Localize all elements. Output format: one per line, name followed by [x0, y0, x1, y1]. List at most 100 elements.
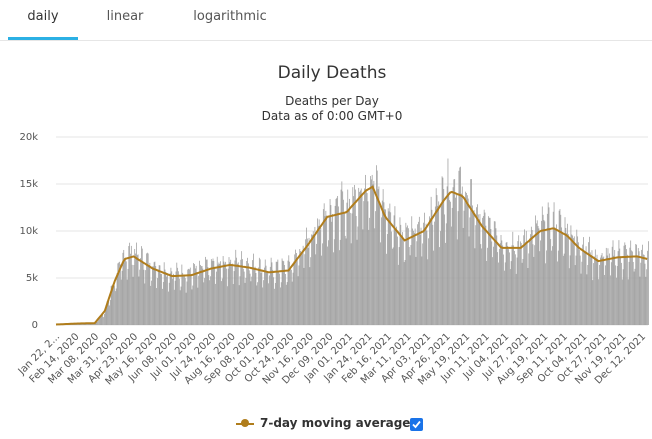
daily-bar	[342, 191, 344, 325]
daily-bar	[327, 246, 328, 325]
daily-bar	[344, 235, 346, 325]
daily-bar	[486, 260, 488, 325]
daily-bar	[291, 281, 293, 325]
daily-bar	[338, 250, 340, 325]
checkmark-icon	[412, 420, 421, 429]
daily-bar	[295, 249, 296, 325]
daily-bar	[155, 266, 157, 325]
daily-bar	[605, 265, 606, 325]
daily-bar	[412, 228, 413, 325]
daily-bar	[515, 273, 517, 325]
daily-bar	[571, 234, 573, 325]
daily-bar	[509, 252, 510, 325]
daily-bar	[329, 199, 331, 325]
daily-bar	[211, 260, 213, 325]
daily-bar	[423, 222, 424, 325]
daily-bar	[447, 158, 449, 325]
daily-bar	[191, 289, 193, 325]
daily-bar	[476, 207, 477, 325]
daily-bar	[121, 270, 123, 325]
daily-bar	[455, 197, 456, 325]
daily-bar	[593, 263, 595, 325]
daily-bar	[544, 221, 546, 325]
daily-bar	[616, 266, 618, 325]
daily-bar	[583, 237, 584, 325]
daily-bar	[482, 216, 484, 325]
daily-bar	[385, 209, 387, 325]
daily-bar	[473, 210, 475, 325]
daily-bar	[442, 177, 444, 325]
daily-bar	[215, 283, 216, 325]
tab-linear[interactable]: linear	[106, 9, 144, 24]
daily-bar	[576, 229, 578, 325]
daily-bar	[453, 179, 455, 325]
daily-bar	[301, 250, 303, 325]
daily-bar	[440, 231, 441, 325]
daily-bar	[286, 282, 288, 325]
daily-bar	[425, 223, 427, 325]
daily-bar	[384, 209, 386, 325]
daily-bar	[310, 257, 312, 325]
daily-bar	[112, 284, 114, 325]
daily-bar	[350, 243, 352, 325]
daily-bar	[464, 197, 466, 325]
daily-bar	[220, 261, 221, 325]
daily-bar	[545, 263, 547, 325]
daily-bar	[186, 281, 188, 325]
daily-bar	[488, 217, 490, 325]
legend-item-moving-average[interactable]: 7-day moving average	[236, 413, 436, 435]
daily-bar	[316, 243, 317, 325]
daily-bar	[138, 276, 140, 325]
daily-bar	[514, 254, 516, 325]
daily-bar	[151, 280, 152, 325]
daily-bar	[364, 188, 365, 325]
daily-bar	[194, 264, 195, 325]
daily-bar	[169, 273, 171, 325]
daily-bar	[648, 241, 649, 325]
daily-bar	[466, 195, 468, 325]
daily-bar	[432, 224, 434, 325]
daily-bar	[524, 229, 525, 325]
daily-bar	[270, 257, 272, 325]
daily-bar	[607, 248, 609, 325]
daily-bar	[253, 253, 254, 325]
daily-bar	[456, 195, 457, 325]
daily-bar	[632, 261, 634, 325]
daily-bar	[551, 250, 552, 325]
daily-bar	[377, 189, 379, 325]
daily-bar	[613, 255, 615, 325]
daily-bar	[303, 267, 305, 325]
daily-bar	[274, 282, 276, 325]
daily-bar	[210, 276, 211, 325]
daily-bar	[174, 280, 176, 325]
daily-bar	[341, 181, 343, 325]
daily-bar	[242, 268, 244, 325]
daily-bar	[428, 238, 429, 325]
daily-bar	[160, 273, 162, 325]
daily-bar	[504, 262, 506, 325]
daily-bar	[188, 268, 189, 325]
daily-bar	[347, 189, 349, 325]
daily-bar	[584, 252, 585, 325]
daily-bar	[157, 269, 159, 325]
daily-bar	[500, 234, 502, 325]
moving-average-checkbox[interactable]	[410, 418, 423, 431]
daily-bar	[381, 200, 383, 325]
daily-bar	[226, 268, 227, 325]
daily-bar	[338, 206, 339, 325]
tab-daily[interactable]: daily	[27, 9, 59, 24]
daily-bar	[292, 272, 294, 325]
tab-logarithmic[interactable]: logarithmic	[193, 9, 267, 24]
daily-bar	[602, 257, 604, 325]
daily-bar	[638, 251, 640, 325]
daily-bar	[540, 240, 541, 325]
daily-bar	[470, 179, 472, 325]
chart-title: Daily Deaths	[278, 63, 387, 83]
daily-bar	[311, 234, 312, 325]
daily-bar	[221, 278, 223, 325]
daily-bar	[370, 179, 372, 325]
daily-bar	[235, 249, 237, 325]
daily-bar	[317, 225, 319, 325]
daily-bar	[456, 239, 458, 325]
daily-bar	[392, 248, 393, 325]
